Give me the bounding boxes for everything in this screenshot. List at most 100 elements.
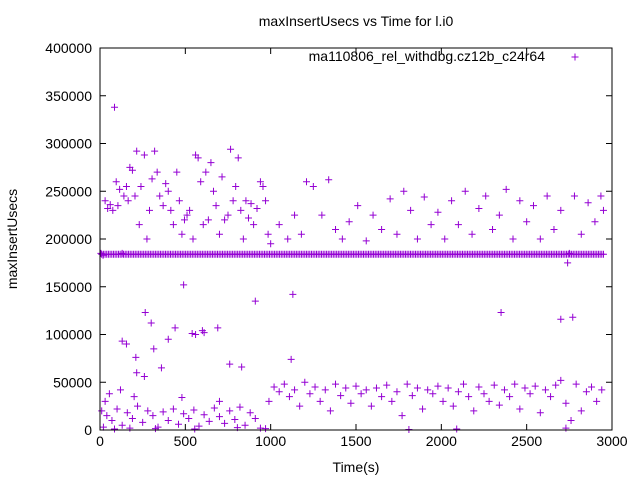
- data-point: [209, 187, 217, 195]
- data-point: [434, 382, 442, 390]
- y-tick-label: 250000: [45, 183, 92, 199]
- x-tick-label: 1000: [255, 433, 286, 449]
- data-point: [253, 204, 261, 212]
- data-point: [131, 192, 139, 200]
- data-point: [506, 393, 514, 401]
- data-point: [202, 168, 210, 176]
- data-point: [215, 397, 223, 405]
- data-point: [128, 415, 136, 423]
- data-point: [296, 402, 304, 410]
- data-point: [449, 402, 457, 410]
- data-point: [99, 423, 107, 431]
- data-point: [164, 187, 172, 195]
- data-point: [122, 182, 130, 190]
- data-point: [475, 383, 483, 391]
- data-point: [246, 409, 254, 417]
- data-point: [178, 394, 186, 402]
- data-point: [357, 390, 365, 398]
- data-point: [238, 363, 246, 371]
- data-point: [173, 168, 181, 176]
- data-point: [444, 384, 452, 392]
- data-point: [562, 399, 570, 407]
- data-point: [301, 378, 309, 386]
- data-point: [572, 380, 580, 388]
- data-point: [221, 216, 229, 224]
- data-point: [247, 200, 255, 208]
- data-point: [195, 422, 203, 430]
- data-point: [130, 393, 138, 401]
- data-point: [210, 404, 218, 412]
- data-point: [429, 390, 437, 398]
- data-point: [108, 416, 116, 424]
- data-point: [454, 388, 462, 396]
- data-point: [221, 419, 229, 427]
- data-point: [180, 281, 188, 289]
- data-point: [159, 202, 167, 210]
- data-point: [144, 407, 152, 415]
- data-point: [111, 425, 119, 433]
- data-point: [123, 409, 131, 417]
- x-tick-label: 2000: [426, 433, 457, 449]
- data-point: [557, 315, 565, 323]
- data-point: [180, 410, 188, 418]
- data-point: [234, 154, 242, 162]
- data-point: [454, 221, 462, 229]
- data-point: [291, 386, 299, 394]
- x-axis-label: Time(s): [333, 459, 380, 475]
- data-point: [169, 405, 177, 413]
- data-point: [118, 249, 126, 257]
- data-point: [362, 386, 370, 394]
- data-point: [413, 235, 421, 243]
- data-point: [200, 329, 208, 337]
- data-point: [448, 197, 456, 205]
- data-point: [569, 313, 577, 321]
- data-point: [265, 397, 273, 405]
- data-point: [214, 324, 222, 332]
- data-point: [347, 399, 355, 407]
- data-point: [192, 331, 200, 338]
- data-point: [237, 206, 245, 214]
- data-point: [378, 225, 386, 233]
- data-point: [175, 197, 183, 205]
- data-point: [116, 185, 124, 193]
- x-tick-label: 0: [96, 433, 104, 449]
- data-point: [105, 390, 113, 398]
- data-point: [318, 211, 326, 219]
- data-point: [124, 197, 132, 205]
- data-point: [218, 173, 226, 181]
- data-point: [141, 309, 149, 317]
- data-point: [388, 397, 396, 405]
- data-point: [597, 192, 605, 200]
- data-point: [171, 324, 179, 332]
- data-point: [557, 376, 565, 384]
- y-tick-label: 400000: [45, 40, 92, 56]
- y-tick-label: 150000: [45, 279, 92, 295]
- data-point: [178, 230, 186, 238]
- data-point: [441, 235, 449, 243]
- legend-marker-symbol: [571, 53, 579, 61]
- data-point: [521, 384, 529, 392]
- data-point: [241, 421, 249, 429]
- data-point: [367, 402, 375, 410]
- data-point: [453, 425, 461, 433]
- data-point: [134, 402, 142, 410]
- data-point: [398, 412, 406, 420]
- data-point: [529, 202, 537, 210]
- data-points: [97, 103, 607, 434]
- data-point: [151, 147, 159, 155]
- x-tick-label: 1500: [340, 433, 371, 449]
- data-point: [354, 202, 362, 210]
- y-tick-label: 100000: [45, 327, 92, 343]
- data-point: [408, 392, 416, 400]
- data-point: [480, 390, 488, 398]
- data-point: [303, 178, 311, 186]
- data-point: [497, 309, 505, 317]
- data-point: [137, 182, 145, 190]
- data-point: [229, 197, 237, 205]
- tick-labels: 0 500 1000 1500 2000 2500 3000 0 50000 100000 1500…: [45, 40, 627, 449]
- data-point: [267, 240, 275, 248]
- legend-marker: [571, 53, 579, 61]
- data-point: [383, 381, 391, 389]
- data-point: [215, 413, 223, 421]
- data-point: [311, 383, 319, 391]
